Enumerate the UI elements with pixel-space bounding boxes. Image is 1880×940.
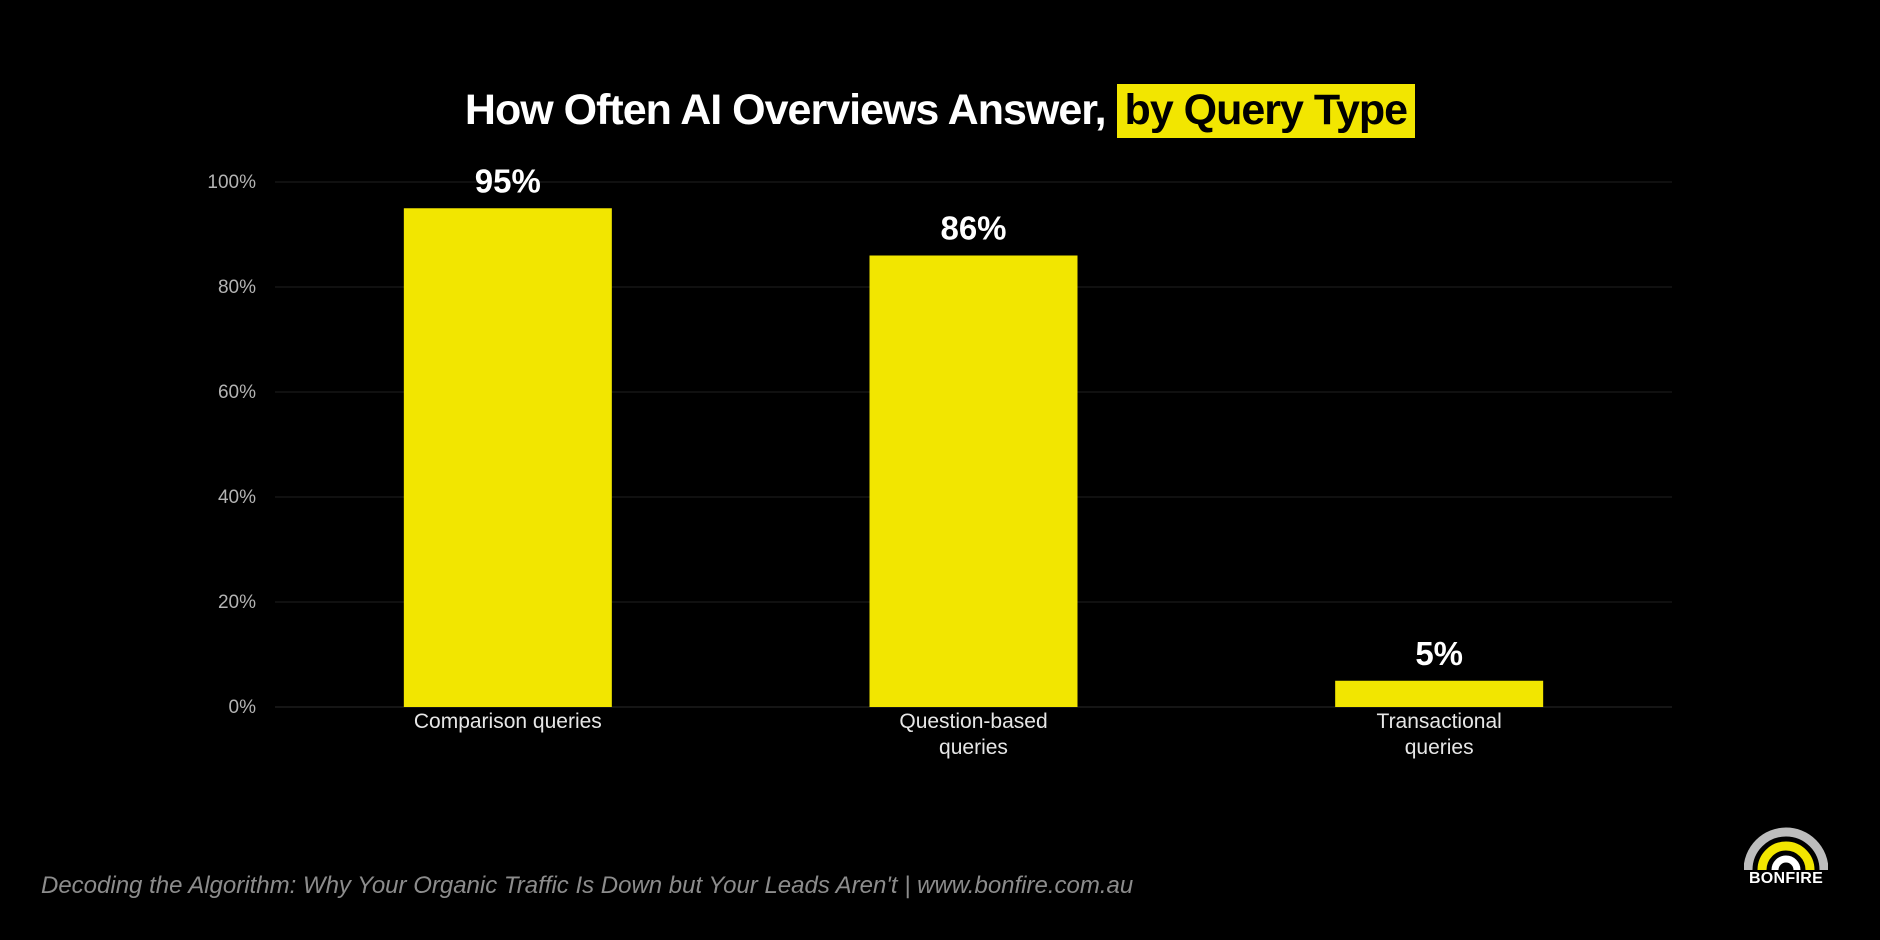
x-tick-label: Question-based [899,710,1047,733]
y-tick-label: 60% [218,382,256,403]
y-tick-label: 40% [218,487,256,508]
data-label: 86% [940,210,1006,247]
chart-title-main: How Often AI Overviews Answer, [464,86,1107,134]
data-label: 5% [1415,635,1463,672]
logo-text: BONFIRE [1748,870,1824,887]
chart-title: How Often AI Overviews Answer, by Query … [0,84,1880,138]
bonfire-logo-icon [1744,827,1828,871]
y-tick-label: 20% [218,592,256,613]
chart-title-highlight: by Query Type [1116,84,1416,138]
bar [403,208,612,707]
x-tick-label: queries [1405,736,1474,759]
y-tick-label: 100% [207,172,256,193]
y-tick-label: 0% [229,697,257,718]
footer-caption: Decoding the Algorithm: Why Your Organic… [41,872,1134,899]
x-tick-label: queries [939,736,1008,759]
y-tick-label: 80% [218,277,256,298]
bar [869,255,1078,707]
x-tick-label: Transactional [1377,710,1502,733]
x-tick-label: Comparison queries [414,710,602,733]
data-label: 95% [475,162,541,199]
bar [1335,680,1544,707]
